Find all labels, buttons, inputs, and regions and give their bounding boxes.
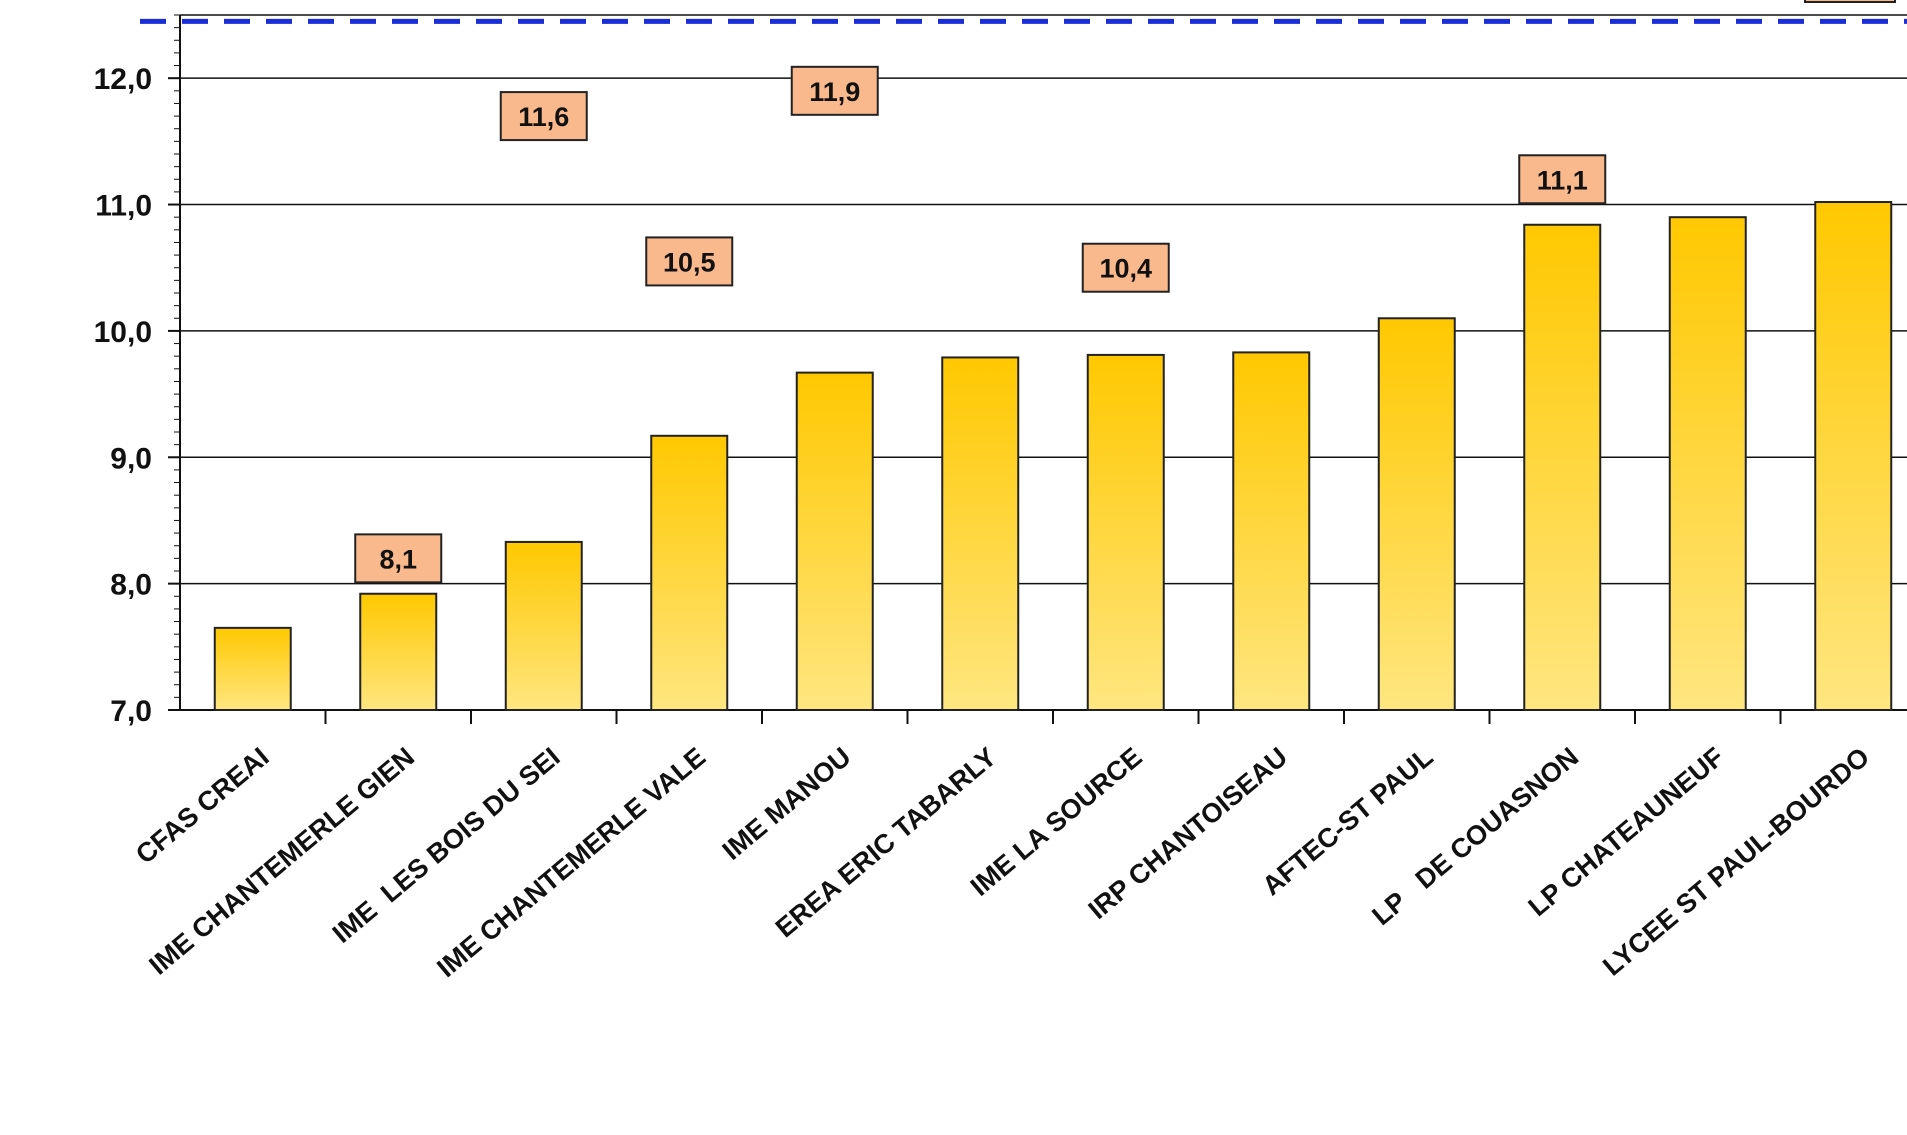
- bar: [213, 626, 292, 712]
- annotation-box: 8,1: [354, 533, 443, 584]
- annotation-box-bg: [790, 65, 879, 116]
- annotation-box: 11,9: [790, 65, 879, 116]
- annotation-label: 11,6: [518, 102, 569, 132]
- axes: [168, 14, 1907, 724]
- y-tick-label: 7,0: [110, 695, 152, 728]
- y-tick-label: 8,0: [110, 569, 152, 602]
- annotation-box: 10,5: [645, 236, 734, 287]
- annotation-box-bg: [499, 91, 588, 142]
- grid-lines: [180, 77, 1907, 585]
- x-tick-label: IME MANOU: [717, 742, 857, 866]
- y-tick-label: 10,0: [94, 316, 152, 349]
- x-tick-label: CFAS CREAI: [130, 742, 275, 870]
- y-tick-labels: 7,0 8,0 9,0 10,0 11,0 12,0: [94, 63, 152, 728]
- data-annotations: 8,1 11,6 10,5 11,9 10,4 11,1: [354, 0, 1896, 584]
- bar: [359, 592, 438, 712]
- annotation-box-bg: [645, 236, 734, 287]
- x-tick-label: LYCEE ST PAUL-BOURDO: [1597, 742, 1875, 982]
- annotation-box-bg: [1518, 154, 1607, 205]
- bar: [650, 434, 729, 711]
- annotation-box-bg: [354, 533, 443, 584]
- annotation-label: 8,1: [379, 544, 417, 574]
- bar: [1668, 216, 1747, 711]
- annotation-box-clipped: [1804, 0, 1896, 3]
- annotation-label: 10,5: [663, 247, 716, 277]
- bar: [504, 540, 583, 711]
- annotation-box: 10,4: [1081, 242, 1170, 293]
- annotation-label: 11,9: [809, 77, 860, 107]
- y-tick-label: 9,0: [110, 442, 152, 475]
- bar: [941, 356, 1020, 711]
- bar: [795, 371, 874, 711]
- bar: [1523, 223, 1602, 711]
- bar: [1086, 353, 1165, 711]
- bars: [213, 201, 1893, 712]
- bar: [1814, 201, 1893, 711]
- x-tick-label: IME CHANTEMERLE VALE: [431, 742, 711, 984]
- annotation-box: 11,1: [1518, 154, 1607, 205]
- x-tick-label: IME CHANTEMERLE GIEN: [143, 742, 420, 981]
- annotation-box-bg: [1081, 242, 1170, 293]
- annotation-label: 10,4: [1099, 254, 1152, 284]
- annotation-box: 11,6: [499, 91, 588, 142]
- y-tick-label: 11,0: [95, 190, 152, 223]
- y-tick-label: 12,0: [94, 63, 152, 96]
- bar: [1377, 317, 1456, 711]
- bar: [1232, 351, 1311, 711]
- annotation-label: 11,1: [1537, 165, 1588, 195]
